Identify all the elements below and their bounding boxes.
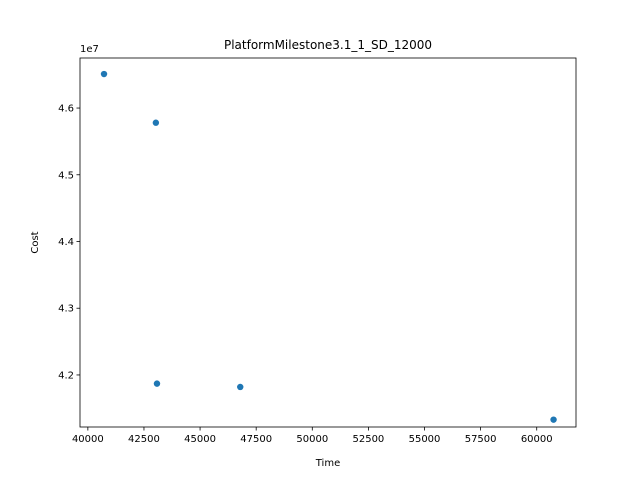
x-tick-label: 40000 [72,434,104,445]
x-tick-label: 57500 [465,434,497,445]
data-point [100,70,108,78]
x-tick-label: 47500 [240,434,272,445]
axes-frame [79,57,577,428]
data-point [237,383,244,391]
y-tick-label: 4.4 [58,237,74,248]
y-tick-label: 4.2 [58,370,74,381]
x-tick-label: 52500 [352,434,384,445]
x-axis-label: Time [315,458,340,469]
x-tick-label: 45000 [184,434,216,445]
y-axis-offset-text: 1e7 [80,44,99,55]
data-point [550,416,557,423]
y-axis-ticks: 4.2 4.3 4.4 4.5 4.6 [58,104,80,381]
x-tick-label: 42500 [128,434,160,445]
data-point [153,380,161,387]
data-points [100,70,557,423]
x-tick-label: 50000 [296,434,328,445]
x-axis-ticks: 40000 42500 45000 47500 50000 52500 55000 57500… [72,427,553,445]
x-tick-label: 55000 [409,434,441,445]
y-tick-label: 4.6 [58,104,74,115]
y-axis-label: Cost [30,231,41,253]
x-tick-label: 60000 [521,434,553,445]
chart-title: PlatformMilestone3.1_1_SD_12000 [224,38,432,52]
data-point [152,119,160,126]
y-tick-label: 4.3 [58,304,74,315]
y-tick-label: 4.5 [58,170,74,181]
